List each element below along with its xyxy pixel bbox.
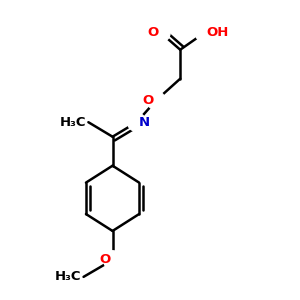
Circle shape [147,91,165,110]
Text: N: N [139,116,150,129]
Text: O: O [147,26,158,39]
Text: O: O [142,94,154,107]
Circle shape [195,24,214,42]
Text: H₃C: H₃C [55,270,81,284]
Circle shape [103,251,122,269]
Circle shape [128,113,146,131]
Text: OH: OH [207,26,229,39]
Circle shape [152,24,170,42]
Text: O: O [99,254,110,266]
Text: H₃C: H₃C [59,116,86,129]
